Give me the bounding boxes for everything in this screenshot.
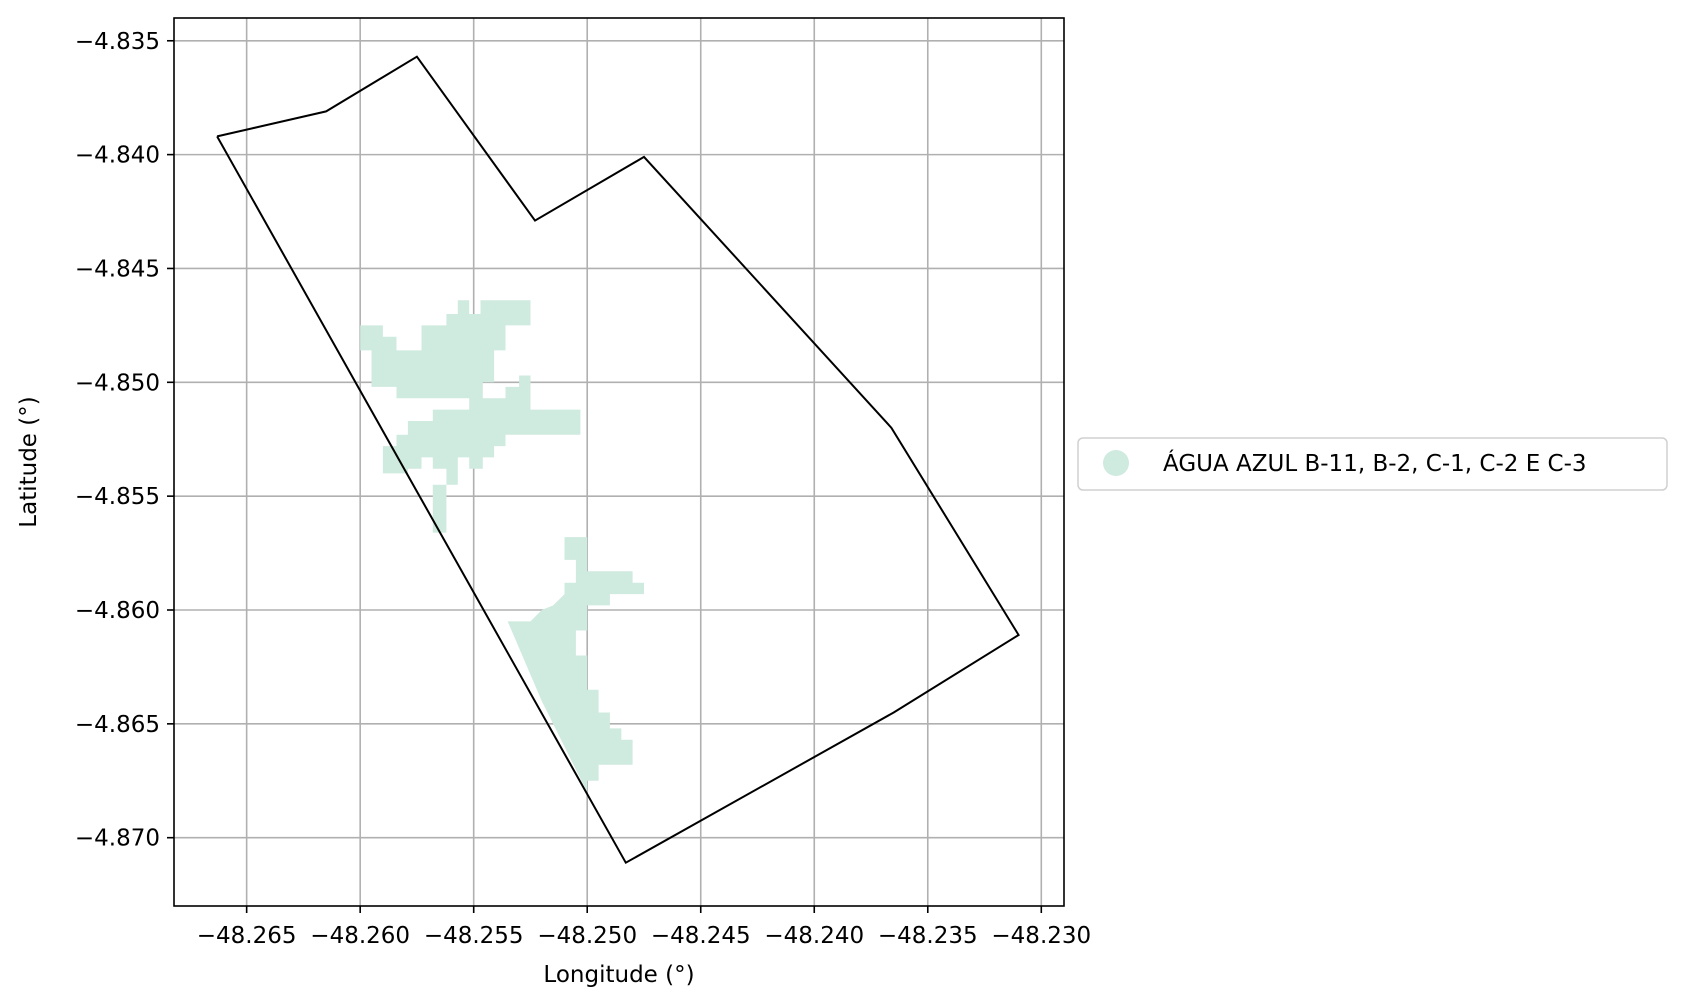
x-tick-label: −48.240 (764, 923, 864, 949)
x-tick-label: −48.230 (991, 923, 1091, 949)
legend: ÁGUA AZUL B-11, B-2, C-1, C-2 E C-3 (1077, 437, 1668, 491)
x-tick-label: −48.245 (651, 923, 751, 949)
x-tick-label: −48.265 (197, 923, 297, 949)
legend-entry-label: ÁGUA AZUL B-11, B-2, C-1, C-2 E C-3 (1163, 449, 1587, 477)
x-tick-label: −48.235 (878, 923, 978, 949)
y-tick-label: −4.845 (75, 256, 160, 282)
water-region-upper-cluster (360, 300, 581, 533)
water-region-lower-cluster (507, 537, 644, 793)
area-boundary-outline (216, 55, 1020, 865)
grid-lines (174, 18, 1064, 906)
y-tick-label: −4.870 (75, 826, 160, 852)
legend-box (1077, 437, 1668, 491)
x-tick-label: −48.260 (310, 923, 410, 949)
y-axis-ticks: −4.835 −4.840 −4.845 −4.850 −4.855 −4.860 −4.8… (75, 29, 174, 852)
y-tick-label: −4.855 (75, 484, 160, 510)
y-axis-label: Latitude (°) (16, 396, 42, 527)
y-tick-label: −4.860 (75, 598, 160, 624)
water-regions (360, 300, 644, 793)
x-tick-label: −48.255 (424, 923, 524, 949)
plot-frame (173, 17, 1065, 907)
x-axis-ticks: −48.265 −48.260 −48.255 −48.250 −48.245 −48.2… (197, 906, 1091, 949)
y-tick-label: −4.850 (75, 370, 160, 396)
y-tick-label: −4.865 (75, 712, 160, 738)
x-axis-label: Longitude (°) (543, 962, 694, 988)
y-tick-label: −4.840 (75, 143, 160, 169)
y-tick-label: −4.835 (75, 29, 160, 55)
x-tick-label: −48.250 (537, 923, 637, 949)
legend-marker (1103, 450, 1129, 476)
